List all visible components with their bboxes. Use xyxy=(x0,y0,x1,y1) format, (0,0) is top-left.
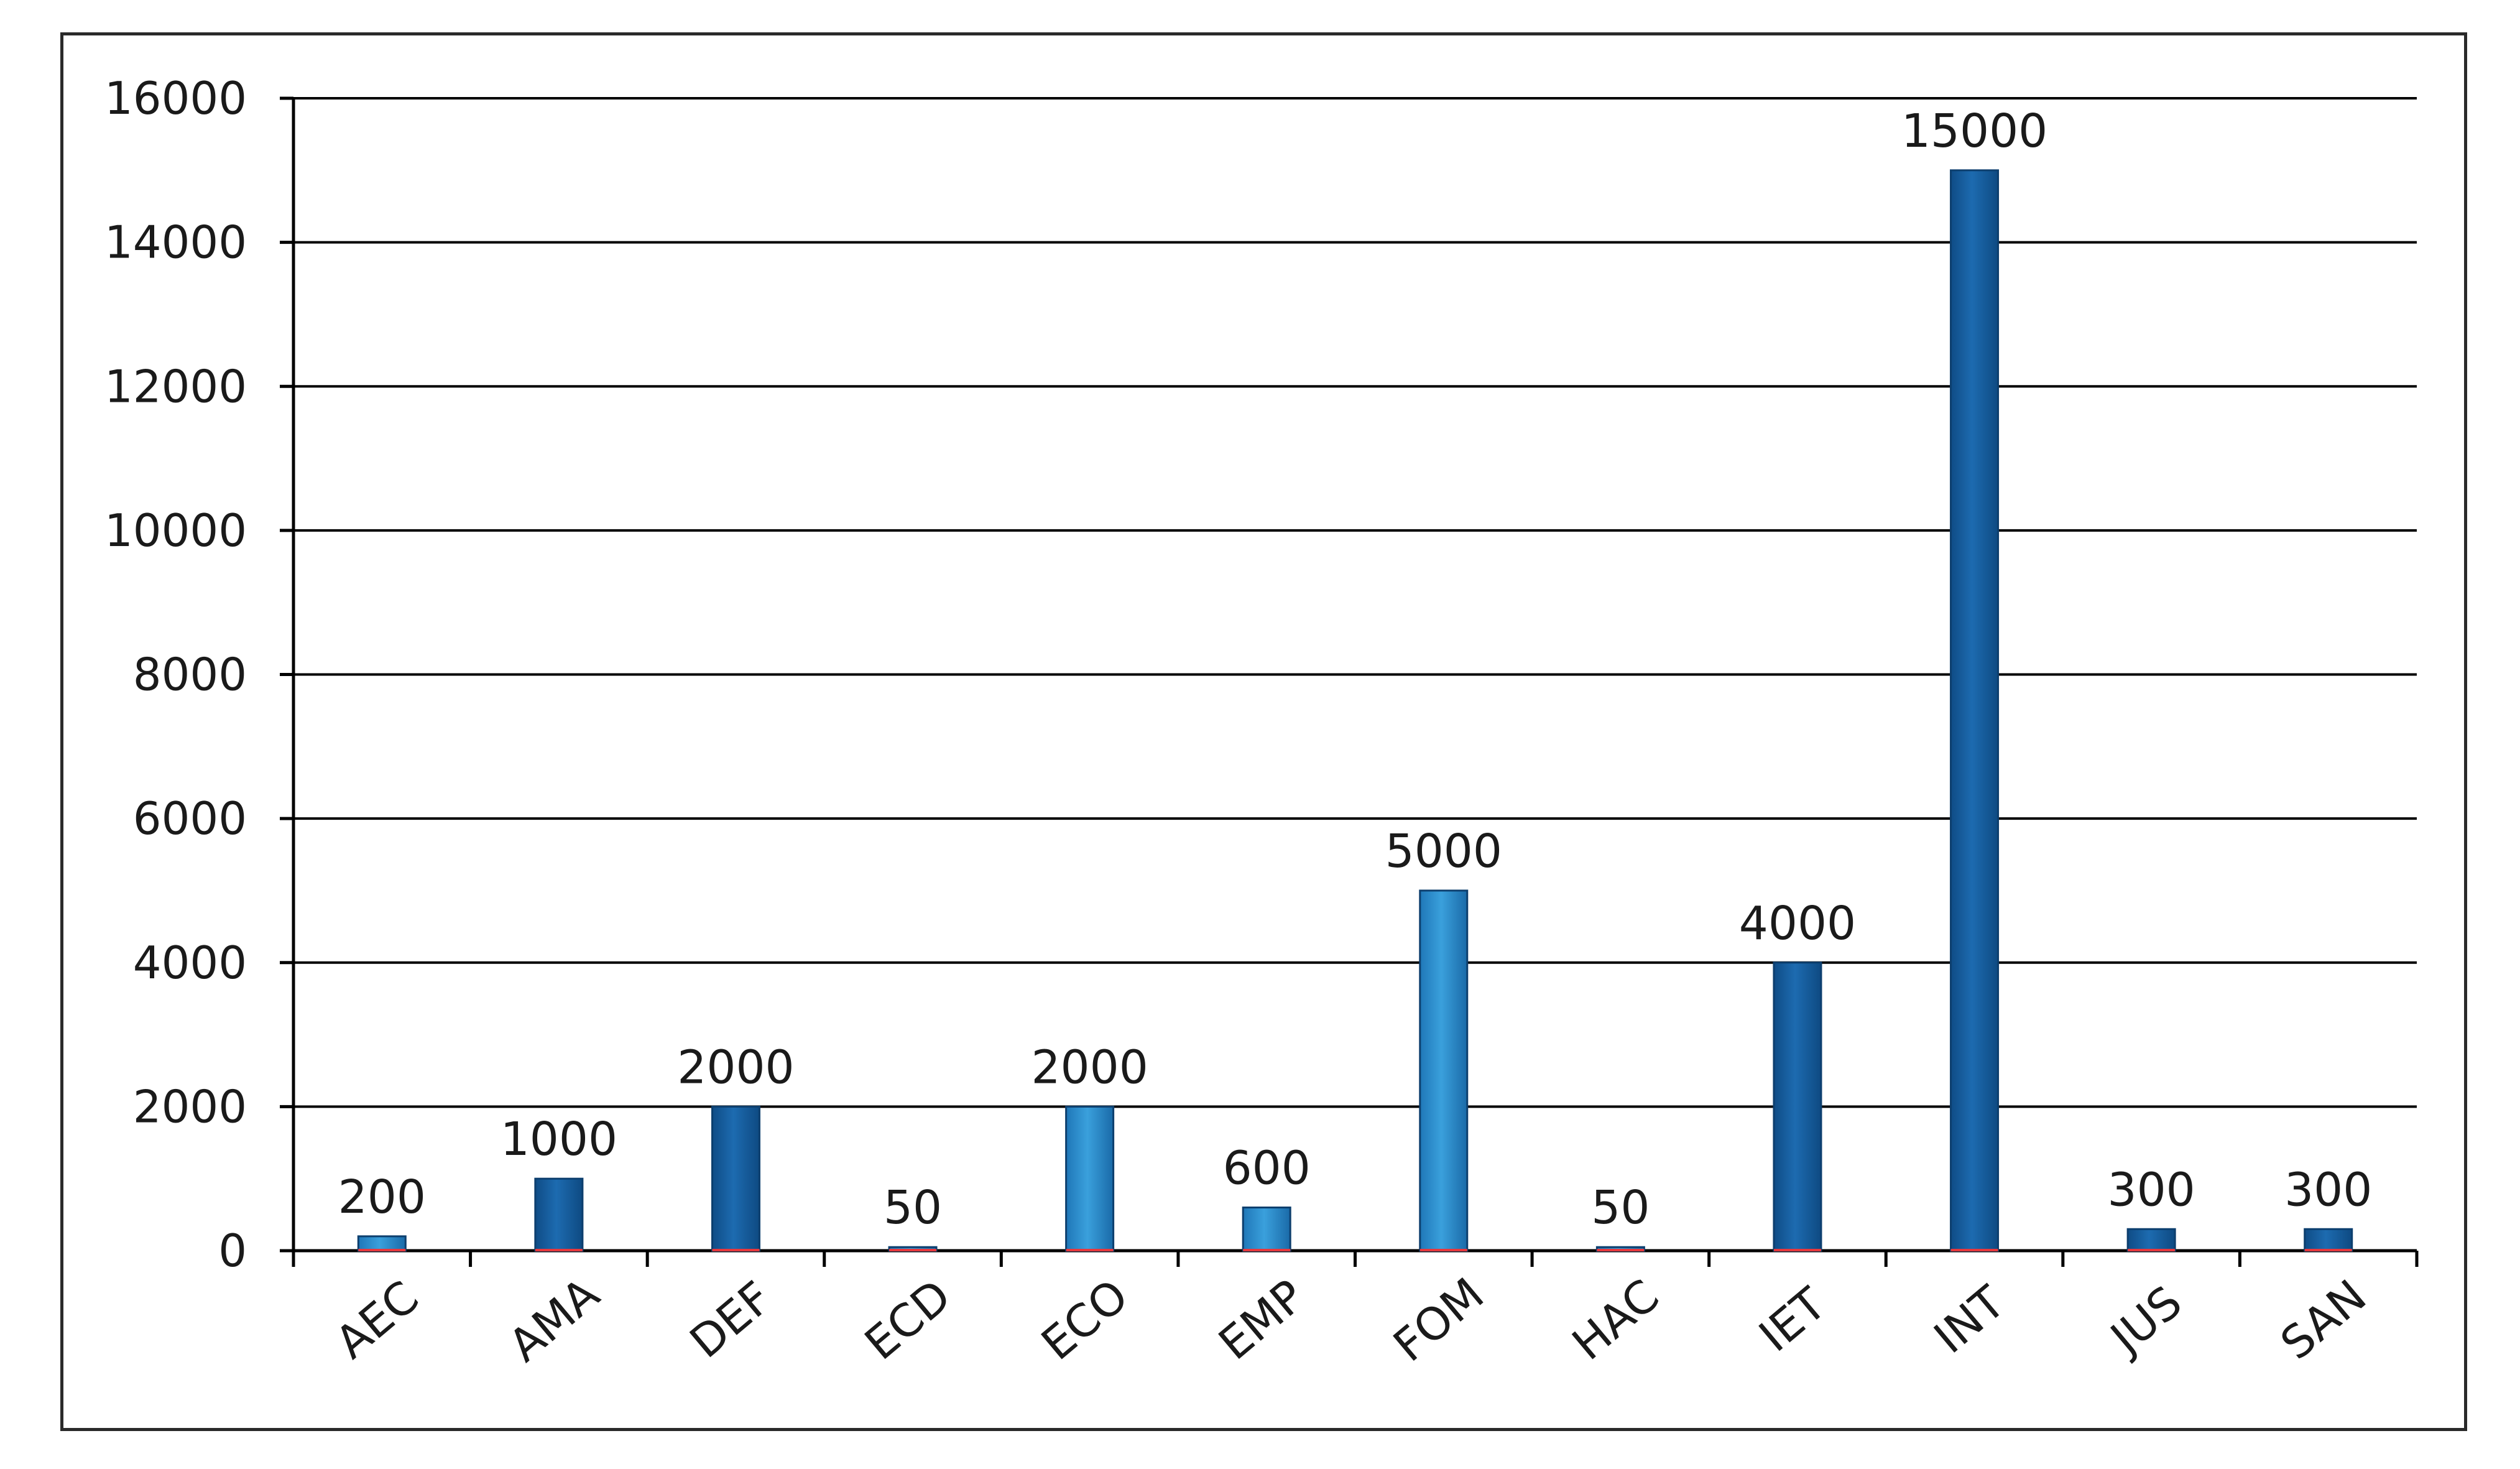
data-label-hac: 50 xyxy=(1591,1181,1650,1235)
x-tick-label-def: DEF xyxy=(680,1271,782,1368)
x-tick-label-fom: FOM xyxy=(1383,1267,1493,1371)
gridlines xyxy=(293,97,2417,1108)
bars xyxy=(357,169,2353,1252)
x-tick-label-san: SAN xyxy=(2271,1269,2376,1369)
y-tick-label: 0 xyxy=(218,1225,247,1277)
bar-fom xyxy=(1419,889,1469,1252)
y-tick-label: 10000 xyxy=(104,504,247,557)
bar-jus xyxy=(2126,1228,2176,1252)
data-label-iet: 4000 xyxy=(1739,897,1856,950)
data-label-ama: 1000 xyxy=(501,1113,617,1166)
axes xyxy=(280,96,2419,1267)
data-labels: 200 1000 2000 50 2000 600 5000 50 4000 15000 300 30… xyxy=(338,104,2373,1235)
x-tick-label-ama: AMA xyxy=(499,1267,609,1372)
chart-frame: 0 2000 4000 6000 8000 10000 12000 14000 16000 20… xyxy=(60,32,2467,1431)
data-label-aec: 200 xyxy=(338,1170,426,1224)
bar-san xyxy=(2304,1228,2353,1252)
x-tick-label-ecd: ECD xyxy=(855,1269,961,1370)
bar-ama xyxy=(534,1177,584,1252)
data-label-fom: 5000 xyxy=(1385,825,1502,878)
x-tick-label-iet: IET xyxy=(1749,1277,1836,1361)
bar-aec xyxy=(357,1235,407,1252)
data-label-eco: 2000 xyxy=(1031,1040,1148,1094)
x-tick-label-emp: EMP xyxy=(1209,1269,1314,1369)
y-tick-label: 14000 xyxy=(104,216,247,269)
x-tick-label-aec: AEC xyxy=(326,1271,428,1369)
data-label-san: 300 xyxy=(2284,1163,2372,1216)
data-label-def: 2000 xyxy=(677,1040,794,1094)
bar-eco xyxy=(1065,1105,1115,1252)
y-tick-label: 2000 xyxy=(133,1080,247,1133)
y-tick-label: 8000 xyxy=(133,649,247,701)
bar-int xyxy=(1950,169,2000,1252)
y-tick-label: 6000 xyxy=(133,792,247,845)
data-label-ecd: 50 xyxy=(884,1181,942,1235)
bar-iet xyxy=(1773,962,1822,1252)
x-tick-label-jus: JUS xyxy=(2099,1276,2192,1365)
y-tick-label: 16000 xyxy=(104,72,247,124)
data-label-emp: 600 xyxy=(1223,1142,1311,1195)
x-tick-label-int: INT xyxy=(1924,1276,2015,1364)
bar-chart: 0 2000 4000 6000 8000 10000 12000 14000 16000 20… xyxy=(104,72,2419,1372)
y-axis-tick-labels: 0 2000 4000 6000 8000 10000 12000 14000 16000 xyxy=(104,72,247,1277)
x-tick-label-hac: HAC xyxy=(1562,1269,1669,1370)
y-tick-label: 12000 xyxy=(104,360,247,412)
bar-def xyxy=(711,1105,760,1252)
y-tick-label: 4000 xyxy=(133,937,247,989)
x-axis-tick-labels: AEC AMA DEF ECD ECO EMP FOM HAC IET INT JUS SAN xyxy=(326,1267,2376,1372)
data-label-int: 15000 xyxy=(1901,104,2047,158)
data-label-jus: 300 xyxy=(2108,1163,2195,1216)
x-tick-label-eco: ECO xyxy=(1032,1269,1138,1370)
bar-emp xyxy=(1242,1207,1291,1252)
